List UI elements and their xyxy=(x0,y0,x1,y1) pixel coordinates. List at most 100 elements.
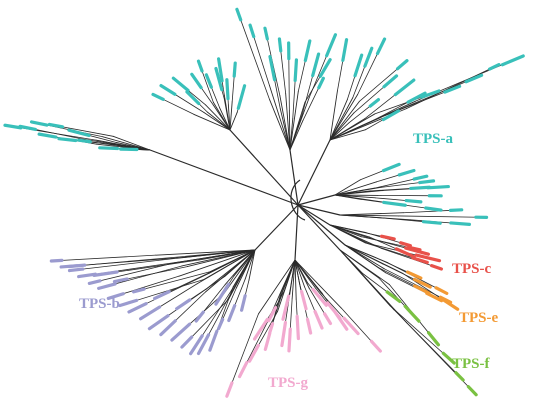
clade-label-tps-e: TPS-e xyxy=(459,310,499,326)
leaf-tip-b xyxy=(214,282,231,306)
leaf-tip-g xyxy=(252,317,269,341)
leaf-tip-a xyxy=(317,76,325,90)
branch-internal xyxy=(294,259,309,284)
branch-internal xyxy=(339,212,405,216)
branch-internal xyxy=(102,136,151,151)
leaf-tip-a xyxy=(235,7,243,22)
leaf-tip-a xyxy=(353,53,364,78)
leaf-tip-a xyxy=(248,23,256,39)
leaf-tip-g xyxy=(287,327,292,353)
leaf-tip-b xyxy=(217,317,225,331)
leaf-tip-a xyxy=(67,128,91,138)
leaf-tip-a xyxy=(381,109,401,122)
branch-internal xyxy=(111,144,151,151)
leaf-tip-g xyxy=(237,360,249,379)
leaf-tip-g xyxy=(267,322,275,335)
branch-leaf xyxy=(405,64,500,110)
leaf-tip-a xyxy=(395,59,409,71)
clade-label-tps-c: TPS-c xyxy=(452,261,492,277)
branch-internal xyxy=(232,249,256,288)
branch-internal xyxy=(277,259,296,303)
leaf-tip-a xyxy=(448,208,464,212)
leaf-tip-a xyxy=(393,78,416,97)
leaf-tip-b xyxy=(67,267,85,273)
leaf-tip-a xyxy=(190,72,203,90)
branch-internal xyxy=(329,101,360,141)
leaf-tip-g xyxy=(311,287,328,307)
branch-internal xyxy=(207,249,256,274)
branch-internal xyxy=(289,259,296,292)
leaf-tip-a xyxy=(375,37,387,56)
leaf-tip-a xyxy=(18,124,38,132)
branch-backbone-a xyxy=(297,139,331,206)
leaf-tip-b xyxy=(180,335,194,349)
branch-internal xyxy=(329,113,376,141)
branch-internal xyxy=(223,95,231,131)
leaf-tip-f xyxy=(454,371,465,382)
branch-internal xyxy=(268,84,291,151)
branch-internal xyxy=(334,181,378,196)
branch-leaf xyxy=(236,8,271,101)
leaf-tip-a xyxy=(488,63,501,71)
branch-backbone-a xyxy=(289,149,299,206)
leaf-tip-b xyxy=(194,310,205,323)
leaf-tip-a xyxy=(311,52,321,78)
branch-internal xyxy=(294,259,322,294)
branch-internal xyxy=(112,135,151,151)
branch-internal xyxy=(269,99,291,151)
leaf-tip-g xyxy=(263,332,272,351)
leaf-tip-b xyxy=(92,270,119,277)
leaf-tip-a xyxy=(382,74,399,89)
leaf-tip-b xyxy=(240,294,247,312)
leaf-tip-f xyxy=(403,304,421,323)
leaf-tip-a xyxy=(263,26,269,41)
branch-internal xyxy=(344,244,380,269)
leaf-tip-a xyxy=(341,38,349,62)
leaf-tip-c xyxy=(394,247,416,259)
branch-internal xyxy=(289,91,299,151)
leaf-tip-g xyxy=(313,309,324,330)
branch-internal xyxy=(229,111,238,131)
branch-internal xyxy=(329,100,416,141)
leaf-tip-b xyxy=(97,282,117,290)
leaf-tip-f xyxy=(385,290,402,304)
branch-leaf xyxy=(398,215,487,218)
leaf-tip-a xyxy=(420,89,441,99)
leaf-tip-a xyxy=(443,84,462,94)
leaf-tip-a xyxy=(277,37,283,53)
leaf-tip-b xyxy=(159,319,177,337)
leaf-tip-a xyxy=(232,61,237,78)
leaf-tip-a xyxy=(214,66,224,92)
branch-internal xyxy=(205,104,231,131)
leaf-tip-a xyxy=(204,73,213,89)
branch-internal xyxy=(339,249,390,285)
leaf-tip-b xyxy=(131,287,146,294)
leaf-tip-b xyxy=(175,298,192,311)
leaf-tip-a xyxy=(236,84,247,110)
leaf-tip-a xyxy=(77,138,92,144)
leaf-tip-b xyxy=(127,302,148,314)
leaf-tip-a xyxy=(3,123,23,130)
leaf-tip-c xyxy=(379,234,396,241)
branch-internal xyxy=(334,194,384,203)
leaf-tip-a xyxy=(426,184,450,190)
leaf-tip-f xyxy=(466,385,478,397)
leaf-tip-a xyxy=(412,174,429,181)
branch-internal xyxy=(294,259,342,309)
clade-label-tps-a: TPS-a xyxy=(413,131,454,147)
leaf-tip-g xyxy=(281,294,291,321)
clade-label-tps-g: TPS-g xyxy=(268,375,309,391)
leaf-tip-b xyxy=(106,292,125,301)
branch-internal xyxy=(344,244,404,274)
leaf-tip-a xyxy=(424,206,443,212)
leaf-tip-a xyxy=(449,221,472,226)
branch-internal xyxy=(294,259,306,288)
branch-internal xyxy=(294,259,301,285)
branch-internal xyxy=(186,249,256,268)
leaf-tip-f xyxy=(426,331,441,347)
branch-internal xyxy=(339,249,408,324)
leaf-tip-a xyxy=(406,91,427,104)
branch-leaf xyxy=(68,255,186,267)
leaf-tip-a xyxy=(293,58,299,83)
